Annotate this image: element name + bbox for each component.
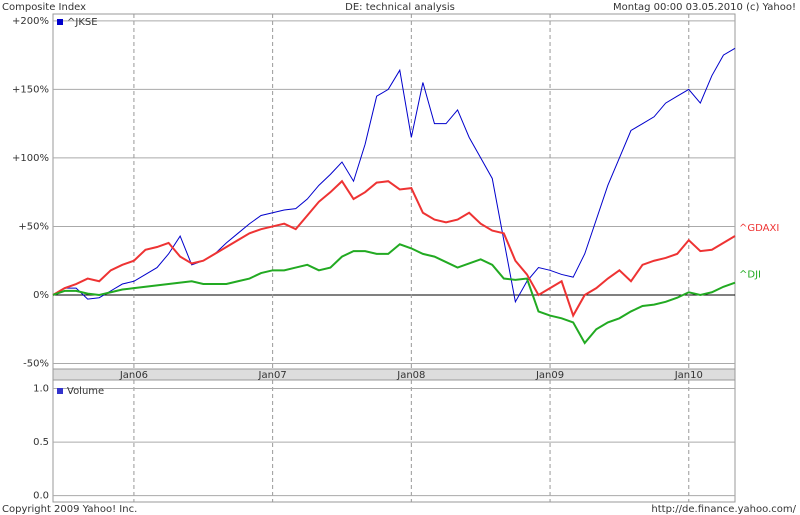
series-end-label: ^DJI <box>739 270 761 281</box>
x-tick-label: Jan08 <box>396 370 425 381</box>
y-tick-label: +50% <box>18 221 49 232</box>
header-center: DE: technical analysis <box>345 2 455 13</box>
x-tick-label: Jan09 <box>535 370 564 381</box>
series-line <box>52 47 736 304</box>
series-line <box>52 179 736 318</box>
y-tick-label: -50% <box>23 359 49 370</box>
y-tick-label: 1.0 <box>33 384 49 395</box>
legend-swatch <box>57 19 63 25</box>
header-left: Composite Index <box>2 2 86 13</box>
main-plot <box>52 13 736 370</box>
x-tick-label: Jan10 <box>674 370 703 381</box>
y-tick-label: 0.0 <box>33 491 49 502</box>
y-tick-label: 0.5 <box>33 437 49 448</box>
y-tick-label: +100% <box>12 153 49 164</box>
header-right: Montag 00:00 03.05.2010 (c) Yahoo! <box>613 2 796 13</box>
footer-left: Copyright 2009 Yahoo! Inc. <box>2 504 137 515</box>
legend-label: ^JKSE <box>67 17 98 28</box>
volume-plot <box>52 379 736 503</box>
date-band <box>52 368 736 381</box>
x-tick-label: Jan06 <box>119 370 148 381</box>
series-end-label: ^GDAXI <box>739 223 779 234</box>
y-tick-label: 0% <box>33 290 49 301</box>
legend-swatch <box>57 388 63 394</box>
x-tick-label: Jan07 <box>258 370 287 381</box>
y-tick-label: +150% <box>12 84 49 95</box>
series-line <box>52 243 736 345</box>
legend-label: Volume <box>67 386 104 397</box>
footer-right: http://de.finance.yahoo.com/ <box>651 504 796 515</box>
y-tick-label: +200% <box>12 16 49 27</box>
